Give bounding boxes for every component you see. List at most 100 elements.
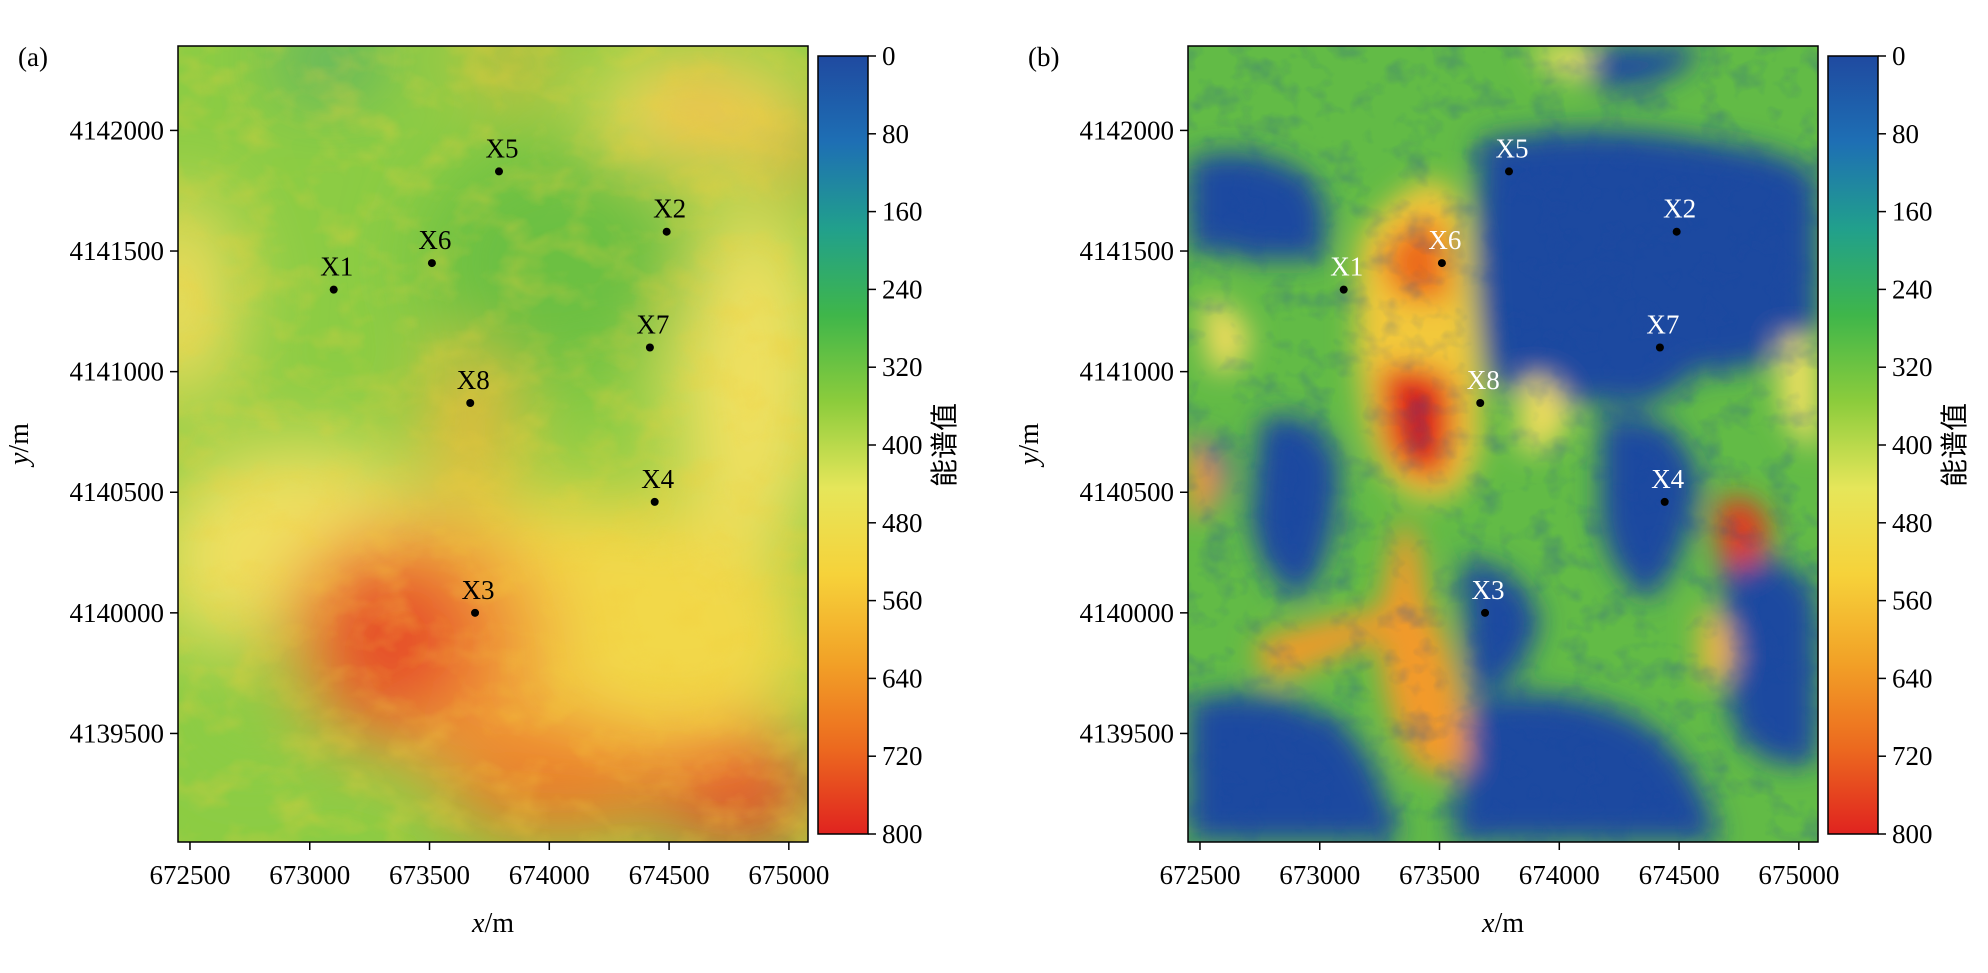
x-tick-label: 674500 [1639, 860, 1720, 890]
colorbar-title: 能谱值 [928, 403, 961, 487]
axes-a: (a) 672500 673000 673500 674000 674500 675000 4… [4, 42, 829, 939]
colorbar-tick-label: 480 [882, 508, 923, 538]
well-point-x1 [329, 285, 338, 294]
y-tick-label: 4141000 [1080, 357, 1175, 387]
x-tick-label: 673500 [1399, 860, 1480, 890]
colorbar-tick-label: 240 [1892, 274, 1933, 304]
y-tick-label: 4142000 [70, 115, 165, 145]
colorbar-tick-label: 720 [1892, 741, 1933, 771]
x-tick-label: 672500 [1159, 860, 1240, 890]
well-point-x4 [650, 497, 659, 506]
colorbar-a: 0 80 160 240 320 400 480 560 640 720 800 能谱值 [817, 41, 961, 849]
y-tick-label: 4140500 [1080, 477, 1175, 507]
x-axis-title-unit: /m [1494, 908, 1524, 939]
x-axis-title: x/m [471, 908, 514, 939]
well-label-x2: X2 [1663, 194, 1696, 224]
x-axis-title-var: x [471, 908, 485, 939]
y-axis-title-var: y [1014, 452, 1045, 468]
colorbar-title: 能谱值 [1938, 403, 1971, 487]
y-axis-title: y/m [4, 423, 35, 468]
y-tick-label: 4141500 [70, 236, 165, 266]
x-tick-label: 674000 [509, 860, 590, 890]
well-point-x8 [466, 398, 475, 407]
well-point-x2 [662, 227, 671, 236]
colorbar-tick-label: 240 [882, 274, 923, 304]
heatmap-field-b [1188, 46, 1818, 842]
well-label-x4: X4 [1651, 464, 1684, 494]
panel-label-b: (b) [1028, 42, 1059, 72]
well-point-x5 [1504, 167, 1513, 176]
well-label-x1: X1 [1330, 252, 1363, 282]
colorbar-gradient [1827, 55, 1879, 835]
well-label-x3: X3 [1472, 575, 1505, 605]
well-point-x3 [471, 608, 480, 617]
y-tick-label: 4140000 [70, 598, 165, 628]
well-point-x4 [1660, 497, 1669, 506]
colorbar-tick-label: 320 [1892, 352, 1933, 382]
heatmap-field-a [178, 46, 808, 842]
colorbar-tick-label: 320 [882, 352, 923, 382]
well-label-x1: X1 [320, 252, 353, 282]
panel-b: (b) 672500 673000 673500 674000 674500 675000 4… [1014, 41, 1971, 939]
well-point-x5 [494, 167, 503, 176]
y-tick-label: 4139500 [70, 718, 165, 748]
colorbar-tick-label: 400 [1892, 430, 1933, 460]
y-axis-title-unit: /m [1014, 423, 1045, 453]
well-label-x2: X2 [653, 194, 686, 224]
x-tick-label: 673000 [269, 860, 350, 890]
well-label-x8: X8 [457, 365, 490, 395]
well-label-x5: X5 [485, 133, 518, 163]
x-tick-label: 675000 [1758, 860, 1839, 890]
well-point-x3 [1481, 608, 1490, 617]
colorbar-tick-label: 560 [882, 586, 923, 616]
x-tick-label: 673000 [1279, 860, 1360, 890]
y-tick-label: 4140000 [1080, 598, 1175, 628]
x-axis-title-var: x [1481, 908, 1495, 939]
y-tick-label: 4141500 [1080, 236, 1175, 266]
colorbar-tick-label: 720 [882, 741, 923, 771]
x-tick-label: 672500 [149, 860, 230, 890]
well-point-x1 [1339, 285, 1348, 294]
y-axis-title-var: y [4, 452, 35, 468]
colorbar-tick-label: 0 [1892, 41, 1906, 71]
well-label-x3: X3 [462, 575, 495, 605]
y-tick-label: 4140500 [70, 477, 165, 507]
y-tick-label: 4142000 [1080, 115, 1175, 145]
well-point-x6 [1437, 259, 1446, 268]
wells-b: X5 X2 X6 X1 X7 X8 X4 X3 [1330, 133, 1696, 617]
colorbar-tick-label: 400 [882, 430, 923, 460]
well-point-x7 [1655, 343, 1664, 352]
colorbar-tick-label: 800 [1892, 819, 1933, 849]
colorbar-tick-label: 640 [1892, 663, 1933, 693]
well-point-x7 [645, 343, 654, 352]
wells-a: X5 X2 X6 X1 X7 X8 X4 X3 [320, 133, 686, 617]
x-tick-label: 675000 [748, 860, 829, 890]
y-tick-label: 4141000 [70, 357, 165, 387]
colorbar-tick-label: 160 [882, 197, 923, 227]
well-point-x6 [427, 259, 436, 268]
well-label-x5: X5 [1495, 133, 1528, 163]
colorbar-tick-label: 0 [882, 41, 896, 71]
colorbar-tick-label: 640 [882, 663, 923, 693]
x-axis-title-unit: /m [484, 908, 514, 939]
y-axis-title-unit: /m [4, 423, 35, 453]
well-point-x8 [1476, 398, 1485, 407]
colorbar-b: 0 80 160 240 320 400 480 560 640 720 800 能谱值 [1827, 41, 1971, 849]
x-tick-label: 674500 [629, 860, 710, 890]
well-label-x4: X4 [641, 464, 674, 494]
colorbar-tick-label: 800 [882, 819, 923, 849]
colorbar-tick-label: 80 [882, 119, 909, 149]
well-label-x6: X6 [418, 225, 451, 255]
panel-label-a: (a) [18, 42, 48, 72]
x-tick-label: 673500 [389, 860, 470, 890]
colorbar-tick-label: 160 [1892, 197, 1933, 227]
panel-a: (a) 672500 673000 673500 674000 674500 675000 4… [4, 41, 961, 939]
x-tick-label: 674000 [1519, 860, 1600, 890]
well-label-x7: X7 [636, 310, 669, 340]
y-axis-title: y/m [1014, 423, 1045, 468]
x-axis-title: x/m [1481, 908, 1524, 939]
well-label-x7: X7 [1646, 310, 1679, 340]
colorbar-tick-label: 560 [1892, 586, 1933, 616]
colorbar-tick-label: 80 [1892, 119, 1919, 149]
